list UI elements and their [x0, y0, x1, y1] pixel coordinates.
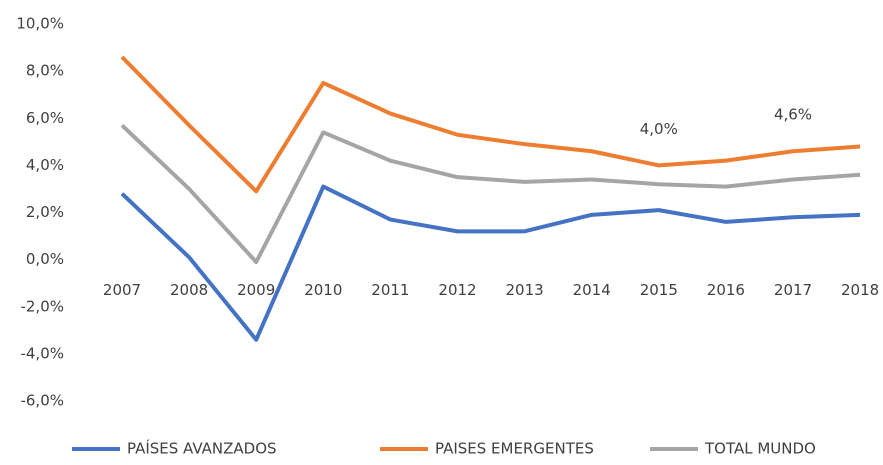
data-label: 4,0%: [640, 120, 678, 138]
x-tick-label: 2015: [640, 281, 678, 299]
data-label: 4,6%: [774, 106, 812, 124]
y-tick-label: -6,0%: [20, 392, 64, 410]
x-tick-label: 2007: [103, 281, 141, 299]
x-tick-label: 2010: [304, 281, 342, 299]
y-tick-label: 2,0%: [26, 203, 64, 221]
y-tick-label: -4,0%: [20, 344, 64, 362]
x-tick-label: 2011: [371, 281, 409, 299]
y-tick-label: 8,0%: [26, 62, 64, 80]
legend-label: TOTAL MUNDO: [704, 440, 816, 458]
legend-label: PAÍSES AVANZADOS: [127, 439, 277, 458]
x-tick-label: 2009: [237, 281, 275, 299]
x-tick-label: 2008: [170, 281, 208, 299]
series-line: [120, 55, 861, 194]
x-tick-label: 2018: [841, 281, 879, 299]
y-tick-label: 10,0%: [16, 15, 64, 33]
x-tick-label: 2014: [573, 281, 611, 299]
y-tick-label: 6,0%: [26, 109, 64, 127]
x-tick-label: 2012: [438, 281, 476, 299]
y-tick-label: -2,0%: [20, 297, 64, 315]
x-tick-label: 2016: [707, 281, 745, 299]
series-line: [120, 184, 861, 342]
x-tick-label: 2013: [506, 281, 544, 299]
legend-label: PAISES EMERGENTES: [435, 440, 594, 458]
x-tick-label: 2017: [774, 281, 812, 299]
y-tick-label: 0,0%: [26, 250, 64, 268]
series-line: [120, 123, 861, 264]
y-tick-label: 4,0%: [26, 156, 64, 174]
